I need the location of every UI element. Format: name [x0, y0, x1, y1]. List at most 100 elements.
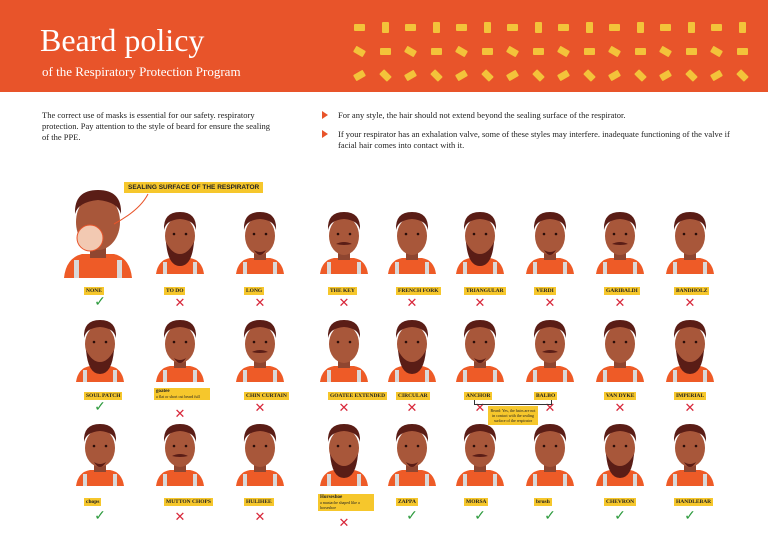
- person-face-icon: [76, 320, 124, 382]
- style-label-title: Horseshoe: [320, 495, 343, 500]
- intro-text: The correct use of masks is essential fo…: [42, 110, 271, 142]
- pattern-dash: [607, 45, 622, 58]
- person-face-icon: [666, 424, 714, 486]
- check-icon: ✓: [94, 400, 106, 415]
- pattern-dash: [430, 48, 442, 55]
- cross-icon: ✕: [406, 400, 418, 415]
- pattern-dash: [711, 24, 722, 31]
- style-label: goatee a flat or short cut beard full: [154, 388, 210, 400]
- style-label: SOUL PATCH: [84, 392, 123, 400]
- pattern-dash: [583, 48, 595, 55]
- cross-icon: ✕: [338, 515, 350, 530]
- pattern-dash: [658, 69, 673, 82]
- pattern-dash: [429, 69, 443, 82]
- style-label-note: a mustache shaped like a horseshoe: [320, 500, 360, 510]
- page-title: Beard policy: [40, 22, 205, 58]
- pattern-dash: [709, 69, 724, 82]
- style-label-title: goatee: [156, 389, 170, 394]
- style-label: FRENCH FORK: [396, 287, 441, 295]
- person-face-icon: [596, 424, 644, 486]
- bracket-anchor-balbo: [474, 400, 552, 405]
- check-icon: ✓: [614, 509, 626, 524]
- arrow-icon: [322, 130, 328, 138]
- cross-icon: ✕: [614, 295, 626, 310]
- bullet-list: For any style, the hair should not exten…: [322, 110, 742, 159]
- row2-note: Beard: Yes, the hairs are not in contact…: [488, 406, 538, 425]
- pattern-dash: [636, 22, 644, 33]
- style-label: Horseshoe a mustache shaped like a horses…: [318, 494, 374, 511]
- bullet-text: For any style, the hair should not exten…: [338, 110, 626, 120]
- pattern-dash: [585, 22, 593, 33]
- person-face-icon: [156, 212, 204, 274]
- style-label: HULIHEE: [244, 498, 274, 506]
- page-subtitle: of the Respiratory Protection Program: [42, 64, 241, 79]
- bullet-item: If your respirator has an exhalation val…: [322, 129, 742, 151]
- style-label: IMPERIAL: [674, 392, 707, 400]
- person-face-icon: [388, 424, 436, 486]
- pattern-dash: [607, 69, 622, 82]
- decorative-pattern: [350, 14, 762, 84]
- style-label: VERDI: [534, 287, 556, 295]
- pattern-dash: [736, 48, 748, 55]
- bullet-item: For any style, the hair should not exten…: [322, 110, 742, 121]
- pattern-dash: [403, 45, 418, 58]
- sealing-surface-face-icon: [64, 190, 132, 278]
- pattern-dash: [403, 69, 418, 82]
- person-face-icon: [320, 320, 368, 382]
- pattern-dash: [633, 69, 647, 82]
- callout-line-icon: [113, 193, 149, 225]
- style-label: LONG: [244, 287, 265, 295]
- pattern-dash: [660, 24, 671, 31]
- cross-icon: ✕: [614, 400, 626, 415]
- sealing-surface-callout: SEALING SURFACE OF THE RESPIRATOR: [124, 182, 264, 193]
- bullet-text: If your respirator has an exhalation val…: [338, 129, 730, 150]
- pattern-dash: [454, 45, 469, 58]
- pattern-dash: [505, 45, 520, 58]
- pattern-dash: [381, 22, 389, 33]
- pattern-dash: [532, 48, 544, 55]
- pattern-dash: [556, 69, 571, 82]
- person-face-icon: [76, 424, 124, 486]
- person-face-icon: [666, 320, 714, 382]
- style-label: TRIANGULAR: [464, 287, 506, 295]
- cross-icon: ✕: [474, 295, 486, 310]
- pattern-dash: [454, 69, 469, 82]
- style-label: VAN DYKE: [604, 392, 637, 400]
- pattern-dash: [556, 45, 571, 58]
- cross-icon: ✕: [684, 400, 696, 415]
- check-icon: ✓: [684, 509, 696, 524]
- pattern-dash: [709, 45, 724, 58]
- pattern-dash: [405, 24, 416, 31]
- pattern-dash: [481, 48, 493, 55]
- pattern-dash: [738, 22, 746, 33]
- cross-icon: ✕: [544, 295, 556, 310]
- person-face-icon: [526, 212, 574, 274]
- style-label: MUTTON CHOPS: [164, 498, 213, 506]
- pattern-dash: [378, 69, 392, 82]
- style-label: brush: [534, 498, 552, 506]
- check-icon: ✓: [94, 509, 106, 524]
- pattern-dash: [507, 24, 518, 31]
- cross-icon: ✕: [684, 295, 696, 310]
- person-face-icon: [388, 212, 436, 274]
- pattern-dash: [558, 24, 569, 31]
- pattern-dash: [352, 69, 367, 82]
- style-label: THE KEY: [328, 287, 357, 295]
- person-face-icon: [236, 212, 284, 274]
- pattern-dash: [456, 24, 467, 31]
- style-label: CIRCULAR: [396, 392, 430, 400]
- style-label: HANDLEBAR: [674, 498, 714, 506]
- person-face-icon: [596, 212, 644, 274]
- style-label: BANDHOLZ: [674, 287, 710, 295]
- person-face-icon: [236, 424, 284, 486]
- pattern-dash: [634, 48, 646, 55]
- cross-icon: ✕: [174, 295, 186, 310]
- style-label-note: a flat or short cut beard full: [156, 394, 200, 399]
- pattern-dash: [379, 48, 391, 55]
- cross-icon: ✕: [174, 406, 186, 421]
- pattern-dash: [658, 45, 673, 58]
- style-label: MORSA: [464, 498, 489, 506]
- pattern-dash: [352, 45, 367, 58]
- pattern-dash: [684, 69, 698, 82]
- pattern-dash: [609, 24, 620, 31]
